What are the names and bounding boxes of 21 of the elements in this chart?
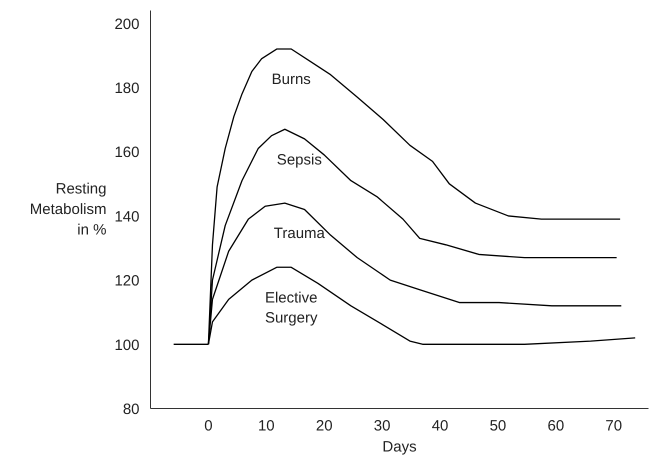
x-tick-label: 0 [204,418,213,434]
x-tick-label: 30 [374,418,390,434]
y-tick-label: 180 [114,80,140,98]
x-tick-label: 70 [605,418,622,434]
y-tick-label: 120 [114,272,140,290]
y-axis-title: Resting Metabolism in % [30,180,106,238]
y-tick-label: 100 [114,336,140,354]
y-tick-label: 160 [114,144,140,162]
y-tick-label: 140 [114,208,140,226]
series-label: Elective Surgery [264,289,318,327]
series-label: Burns [272,71,311,88]
y-tick-label: 200 [114,16,140,33]
x-axis-title: Days [382,438,417,456]
x-tick-label: 20 [316,418,333,434]
series-label: Trauma [274,225,326,242]
series-label: Sepsis [276,151,322,168]
y-tick-label: 80 [122,401,140,418]
x-tick-label: 50 [490,418,506,434]
x-tick-label: 10 [258,418,275,434]
x-tick-label: 60 [548,418,564,434]
x-tick-label: 40 [432,418,448,434]
